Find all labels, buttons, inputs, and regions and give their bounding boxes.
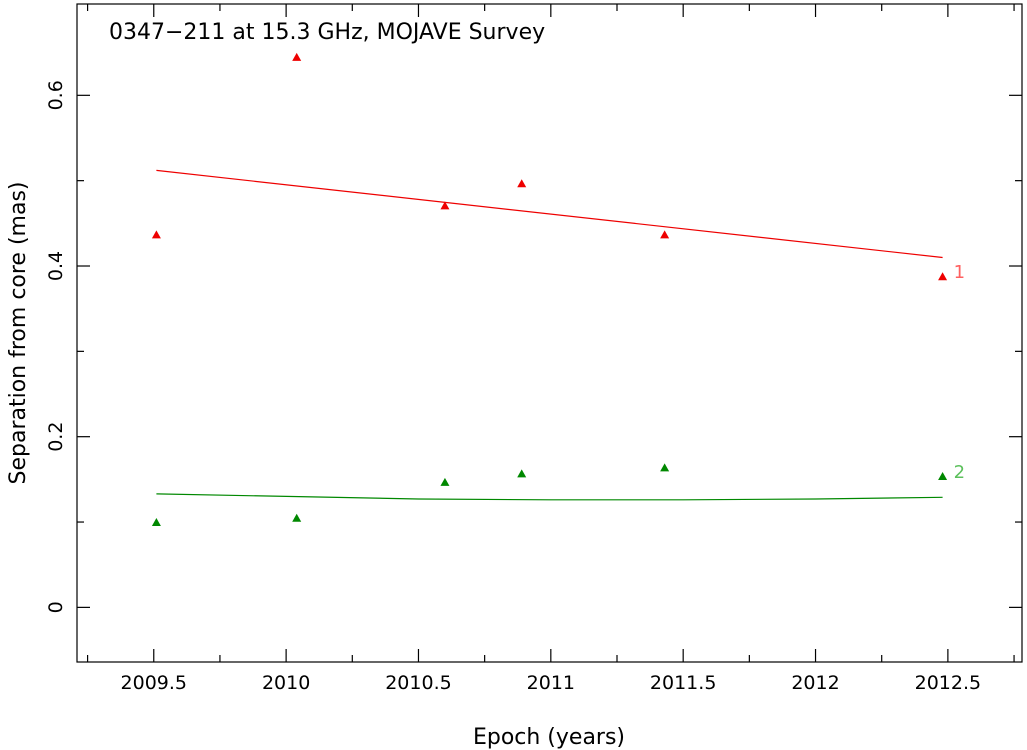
x-tick-label: 2012	[791, 672, 839, 694]
data-point-series-1	[151, 230, 161, 239]
series-label-2: 2	[954, 462, 965, 483]
data-point-series-2	[517, 469, 527, 478]
x-tick-label: 2009.5	[121, 672, 187, 694]
plot-frame	[76, 3, 1023, 663]
data-point-series-2	[292, 513, 302, 522]
tick-labels: 2009.5 2010 2010.5 2011 2011.5 2012 2012.5 0 0.2…	[45, 80, 981, 694]
x-tick-label: 2012.5	[915, 672, 981, 694]
y-tick-label: 0	[45, 601, 67, 613]
x-tick-label: 2011	[527, 672, 575, 694]
chart-title: 0347−211 at 15.3 GHz, MOJAVE Survey	[109, 20, 545, 45]
axis-ticks	[77, 4, 1022, 662]
y-tick-label: 0.4	[45, 251, 67, 281]
data-point-series-2	[151, 518, 161, 527]
series-label-1: 1	[954, 262, 965, 283]
y-tick-label: 0.6	[45, 80, 67, 110]
data-point-series-1	[660, 230, 670, 239]
data-point-series-2	[938, 471, 948, 480]
fit-lines	[156, 169, 943, 501]
data-point-series-1	[292, 52, 302, 61]
fit-line-series-1	[156, 169, 943, 259]
data-point-series-1	[517, 179, 527, 188]
x-tick-label: 2011.5	[650, 672, 716, 694]
data-point-series-1	[938, 272, 948, 281]
data-point-series-1	[440, 201, 450, 210]
y-axis-title: Separation from core (mas)	[6, 182, 31, 485]
x-axis-title: Epoch (years)	[473, 725, 625, 750]
data-point-series-2	[440, 477, 450, 486]
series-labels: 12	[954, 262, 965, 483]
x-tick-label: 2010	[262, 672, 310, 694]
y-tick-label: 0.2	[45, 422, 67, 452]
data-point-series-2	[660, 463, 670, 472]
data-points	[151, 52, 948, 527]
fit-line-series-2	[156, 493, 943, 501]
x-tick-label: 2010.5	[385, 672, 451, 694]
